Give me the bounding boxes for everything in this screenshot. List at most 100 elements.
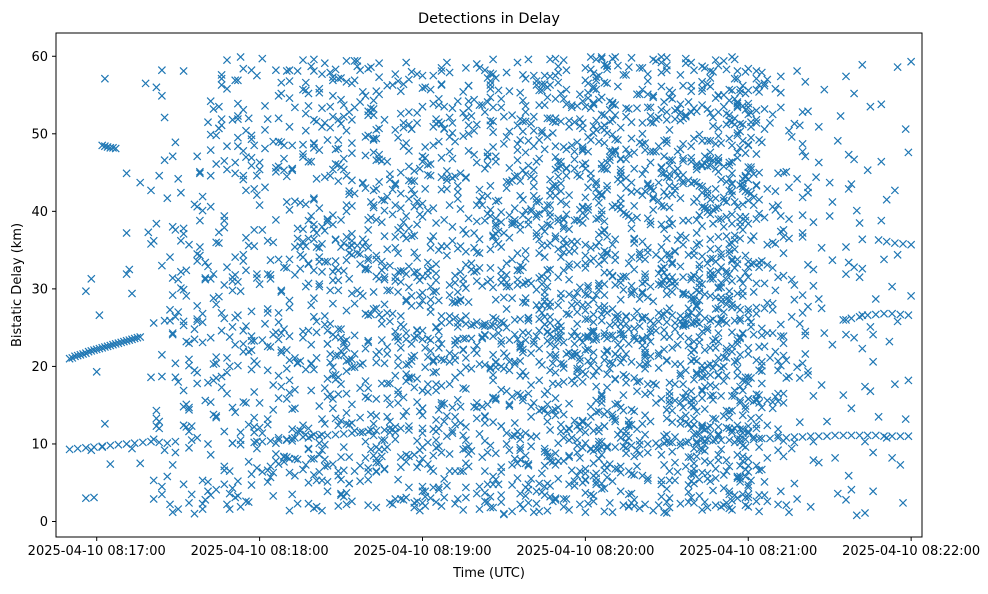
data-point xyxy=(212,373,221,383)
data-point xyxy=(589,459,598,468)
data-point xyxy=(331,263,340,272)
data-point xyxy=(722,467,731,476)
data-point xyxy=(589,98,598,107)
data-point xyxy=(641,411,650,420)
data-point xyxy=(426,243,435,252)
data-point xyxy=(559,248,568,257)
data-point xyxy=(404,483,413,492)
data-point xyxy=(391,180,400,190)
data-point xyxy=(660,310,669,319)
data-point xyxy=(858,264,867,273)
data-point xyxy=(668,190,677,199)
data-point xyxy=(301,242,310,251)
data-point xyxy=(662,318,671,327)
data-point xyxy=(288,141,297,150)
data-point xyxy=(570,477,579,486)
data-point xyxy=(736,316,745,325)
data-point xyxy=(736,474,745,483)
data-point xyxy=(727,187,737,196)
data-point xyxy=(630,164,639,173)
data-point xyxy=(670,432,680,442)
data-point xyxy=(475,235,484,244)
data-point xyxy=(309,365,318,374)
data-point xyxy=(434,483,443,492)
data-point xyxy=(573,260,582,269)
data-point xyxy=(630,373,639,383)
data-point xyxy=(632,377,642,386)
data-point xyxy=(768,299,777,308)
data-point xyxy=(727,328,737,337)
data-point xyxy=(157,490,166,499)
data-point xyxy=(662,484,671,493)
data-point xyxy=(554,157,563,166)
data-point xyxy=(317,506,327,515)
data-point xyxy=(510,204,519,213)
data-point xyxy=(605,321,614,330)
data-point xyxy=(733,339,742,348)
data-point xyxy=(336,119,346,128)
data-point xyxy=(725,504,734,513)
data-point xyxy=(586,52,595,62)
data-point xyxy=(252,360,261,369)
data-point xyxy=(532,80,541,90)
data-point xyxy=(518,127,527,136)
data-point xyxy=(95,344,104,353)
data-point xyxy=(573,319,582,328)
data-point xyxy=(222,56,232,65)
data-point xyxy=(486,93,495,102)
data-point xyxy=(206,97,215,106)
data-point xyxy=(81,287,90,296)
data-point xyxy=(410,202,419,211)
data-point xyxy=(404,108,413,117)
data-point xyxy=(670,115,680,124)
data-point xyxy=(584,202,593,211)
data-point xyxy=(369,148,378,157)
data-point xyxy=(222,389,232,398)
data-point xyxy=(510,431,519,440)
data-point xyxy=(184,443,194,452)
data-point xyxy=(543,93,552,102)
data-point xyxy=(304,101,313,110)
data-point xyxy=(532,432,541,441)
data-point xyxy=(165,305,175,314)
data-point xyxy=(475,360,484,369)
data-point xyxy=(220,462,229,471)
data-point xyxy=(489,142,498,152)
data-point xyxy=(744,349,753,359)
data-point xyxy=(803,370,813,379)
data-point xyxy=(114,440,123,449)
data-point xyxy=(323,392,332,401)
data-point xyxy=(347,229,356,238)
data-point xyxy=(241,153,251,162)
data-point xyxy=(879,255,889,264)
data-point xyxy=(594,407,603,416)
data-point xyxy=(399,142,408,151)
data-point xyxy=(841,330,851,339)
data-point xyxy=(657,163,666,172)
data-point xyxy=(179,321,188,330)
data-point xyxy=(217,80,226,90)
data-point xyxy=(266,274,275,283)
data-point xyxy=(285,303,294,312)
data-point xyxy=(385,379,394,388)
data-point xyxy=(700,456,709,466)
data-point xyxy=(744,103,753,112)
data-point xyxy=(768,398,777,407)
data-point xyxy=(285,255,294,264)
data-point xyxy=(646,328,655,337)
data-point xyxy=(706,108,715,117)
data-point xyxy=(231,340,240,349)
data-point xyxy=(491,363,500,372)
data-point xyxy=(817,243,826,252)
data-point xyxy=(480,330,489,339)
data-point xyxy=(388,185,397,194)
data-point xyxy=(717,315,726,324)
data-point xyxy=(727,191,737,200)
data-point xyxy=(622,173,631,183)
data-point xyxy=(809,281,818,290)
data-point xyxy=(326,102,335,111)
data-point xyxy=(472,158,481,167)
data-point xyxy=(752,461,761,470)
data-point xyxy=(847,314,856,323)
data-point xyxy=(388,80,397,90)
